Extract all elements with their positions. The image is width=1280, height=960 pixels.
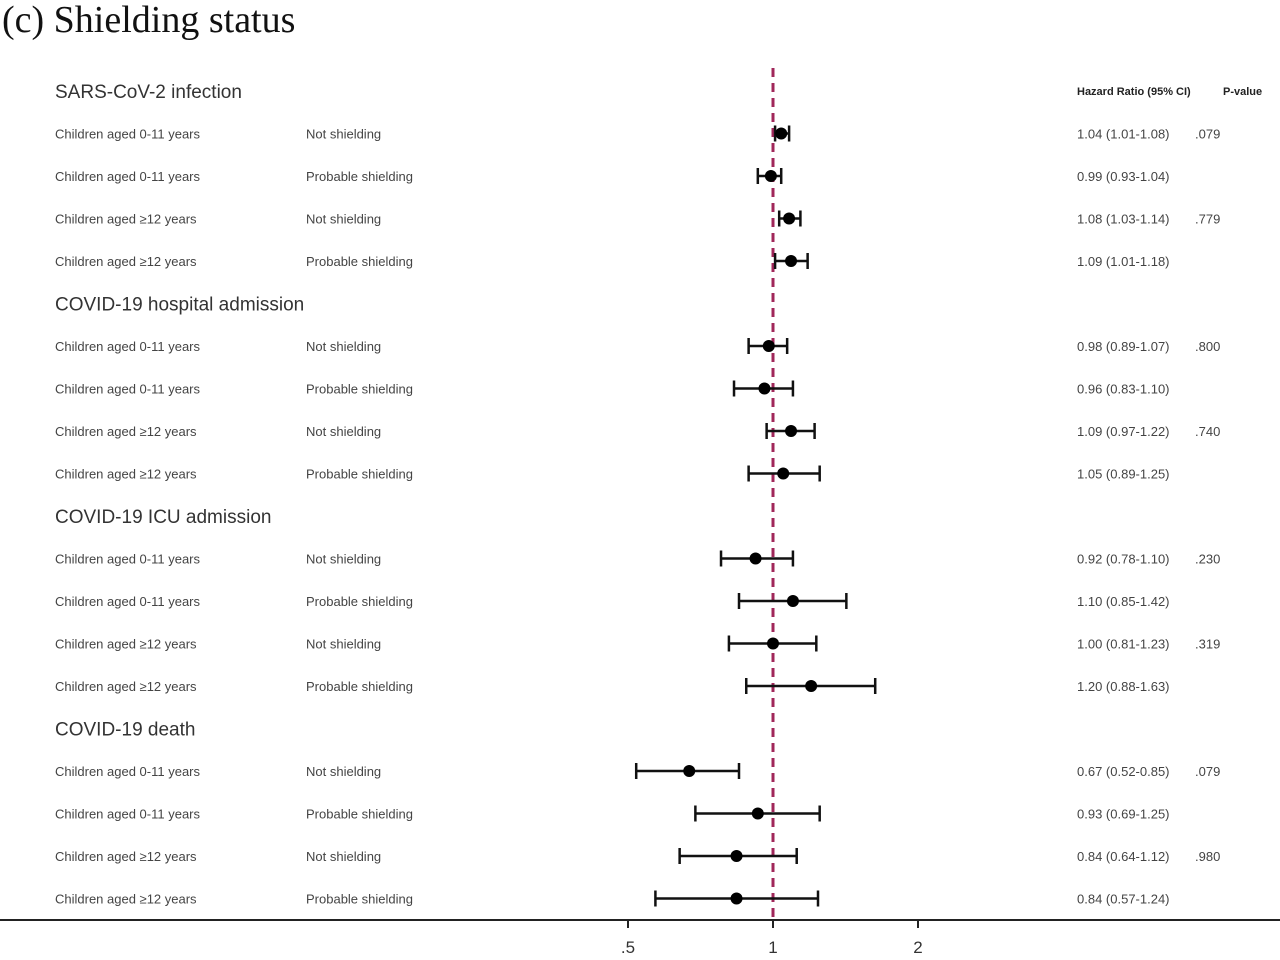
point-estimate [767, 637, 779, 650]
row-hazard-ratio-text: 0.96 (0.83-1.10) [1077, 382, 1170, 397]
row-age-label: Children aged ≥12 years [55, 849, 197, 864]
row-status-label: Not shielding [306, 764, 381, 779]
row-hazard-ratio-text: 0.99 (0.93-1.04) [1077, 169, 1170, 184]
row-age-label: Children aged ≥12 years [55, 637, 197, 652]
figure-title: (c) Shielding status [2, 0, 296, 41]
row-status-label: Probable shielding [306, 807, 413, 822]
row-hazard-ratio-text: 1.10 (0.85-1.42) [1077, 594, 1170, 609]
group-title: SARS-CoV-2 infection [55, 82, 242, 103]
row-status-label: Not shielding [306, 424, 381, 439]
row-status-label: Probable shielding [306, 467, 413, 482]
row-age-label: Children aged ≥12 years [55, 424, 197, 439]
row-age-label: Children aged 0-11 years [55, 764, 201, 779]
point-estimate [805, 680, 818, 692]
row-p-value: .800 [1195, 339, 1220, 354]
point-estimate [777, 467, 790, 480]
row-p-value: .740 [1195, 424, 1220, 439]
row-age-label: Children aged ≥12 years [55, 467, 197, 482]
row-hazard-ratio-text: 1.00 (0.81-1.23) [1077, 637, 1170, 652]
column-header-p-value: P-value [1223, 86, 1262, 98]
point-estimate [786, 595, 799, 607]
row-age-label: Children aged 0-11 years [55, 127, 201, 142]
row-p-value: .779 [1195, 212, 1220, 227]
row-p-value: .319 [1195, 637, 1220, 652]
row-status-label: Not shielding [306, 339, 381, 354]
row-age-label: Children aged ≥12 years [55, 212, 197, 227]
row-age-label: Children aged 0-11 years [55, 169, 201, 184]
row-status-label: Not shielding [306, 849, 381, 864]
row-age-label: Children aged 0-11 years [55, 552, 201, 567]
x-axis-tick-label: .5 [621, 938, 635, 957]
row-p-value: .230 [1195, 552, 1220, 567]
point-estimate [783, 212, 796, 225]
row-status-label: Probable shielding [306, 679, 413, 694]
row-age-label: Children aged 0-11 years [55, 339, 201, 354]
row-p-value: .980 [1195, 849, 1220, 864]
row-hazard-ratio-text: 0.84 (0.64-1.12) [1077, 849, 1170, 864]
row-hazard-ratio-text: 0.98 (0.89-1.07) [1077, 339, 1170, 354]
point-estimate [683, 765, 696, 777]
group-title: COVID-19 death [55, 720, 195, 741]
point-estimate [785, 425, 798, 437]
row-age-label: Children aged 0-11 years [55, 594, 201, 609]
row-status-label: Not shielding [306, 212, 381, 227]
group-title: COVID-19 hospital admission [55, 295, 304, 316]
point-estimate [785, 255, 798, 267]
row-status-label: Not shielding [306, 637, 381, 652]
row-hazard-ratio-text: 1.20 (0.88-1.63) [1077, 679, 1170, 694]
row-status-label: Not shielding [306, 127, 381, 142]
row-age-label: Children aged ≥12 years [55, 679, 197, 694]
row-hazard-ratio-text: 0.92 (0.78-1.10) [1077, 552, 1170, 567]
point-estimate [730, 850, 743, 862]
point-estimate [758, 382, 771, 395]
point-estimate [730, 892, 743, 905]
row-hazard-ratio-text: 0.84 (0.57-1.24) [1077, 892, 1170, 907]
point-estimate [749, 552, 762, 565]
row-hazard-ratio-text: 1.04 (1.01-1.08) [1077, 127, 1170, 142]
row-status-label: Probable shielding [306, 254, 413, 269]
row-hazard-ratio-text: 1.08 (1.03-1.14) [1077, 212, 1170, 227]
row-p-value: .079 [1195, 764, 1220, 779]
column-header-hazard-ratio: Hazard Ratio (95% CI) [1077, 86, 1191, 98]
row-age-label: Children aged 0-11 years [55, 807, 201, 822]
point-estimate [764, 170, 777, 182]
point-estimate [751, 807, 764, 820]
row-status-label: Probable shielding [306, 594, 413, 609]
point-estimate [762, 340, 775, 352]
row-hazard-ratio-text: 1.09 (0.97-1.22) [1077, 424, 1170, 439]
x-axis-tick-label: 2 [913, 938, 922, 957]
row-hazard-ratio-text: 1.05 (0.89-1.25) [1077, 467, 1170, 482]
row-status-label: Not shielding [306, 552, 381, 567]
point-estimate [775, 127, 788, 140]
row-hazard-ratio-text: 1.09 (1.01-1.18) [1077, 254, 1170, 269]
group-title: COVID-19 ICU admission [55, 507, 271, 528]
row-p-value: .079 [1195, 127, 1220, 142]
row-age-label: Children aged 0-11 years [55, 382, 201, 397]
row-hazard-ratio-text: 0.93 (0.69-1.25) [1077, 807, 1170, 822]
row-hazard-ratio-text: 0.67 (0.52-0.85) [1077, 764, 1170, 779]
row-status-label: Probable shielding [306, 169, 413, 184]
row-status-label: Probable shielding [306, 892, 413, 907]
row-age-label: Children aged ≥12 years [55, 892, 197, 907]
x-axis-tick-label: 1 [768, 938, 777, 957]
row-age-label: Children aged ≥12 years [55, 254, 197, 269]
row-status-label: Probable shielding [306, 382, 413, 397]
